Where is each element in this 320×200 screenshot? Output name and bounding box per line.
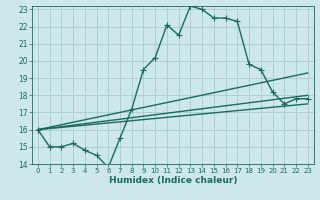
X-axis label: Humidex (Indice chaleur): Humidex (Indice chaleur) bbox=[108, 176, 237, 185]
